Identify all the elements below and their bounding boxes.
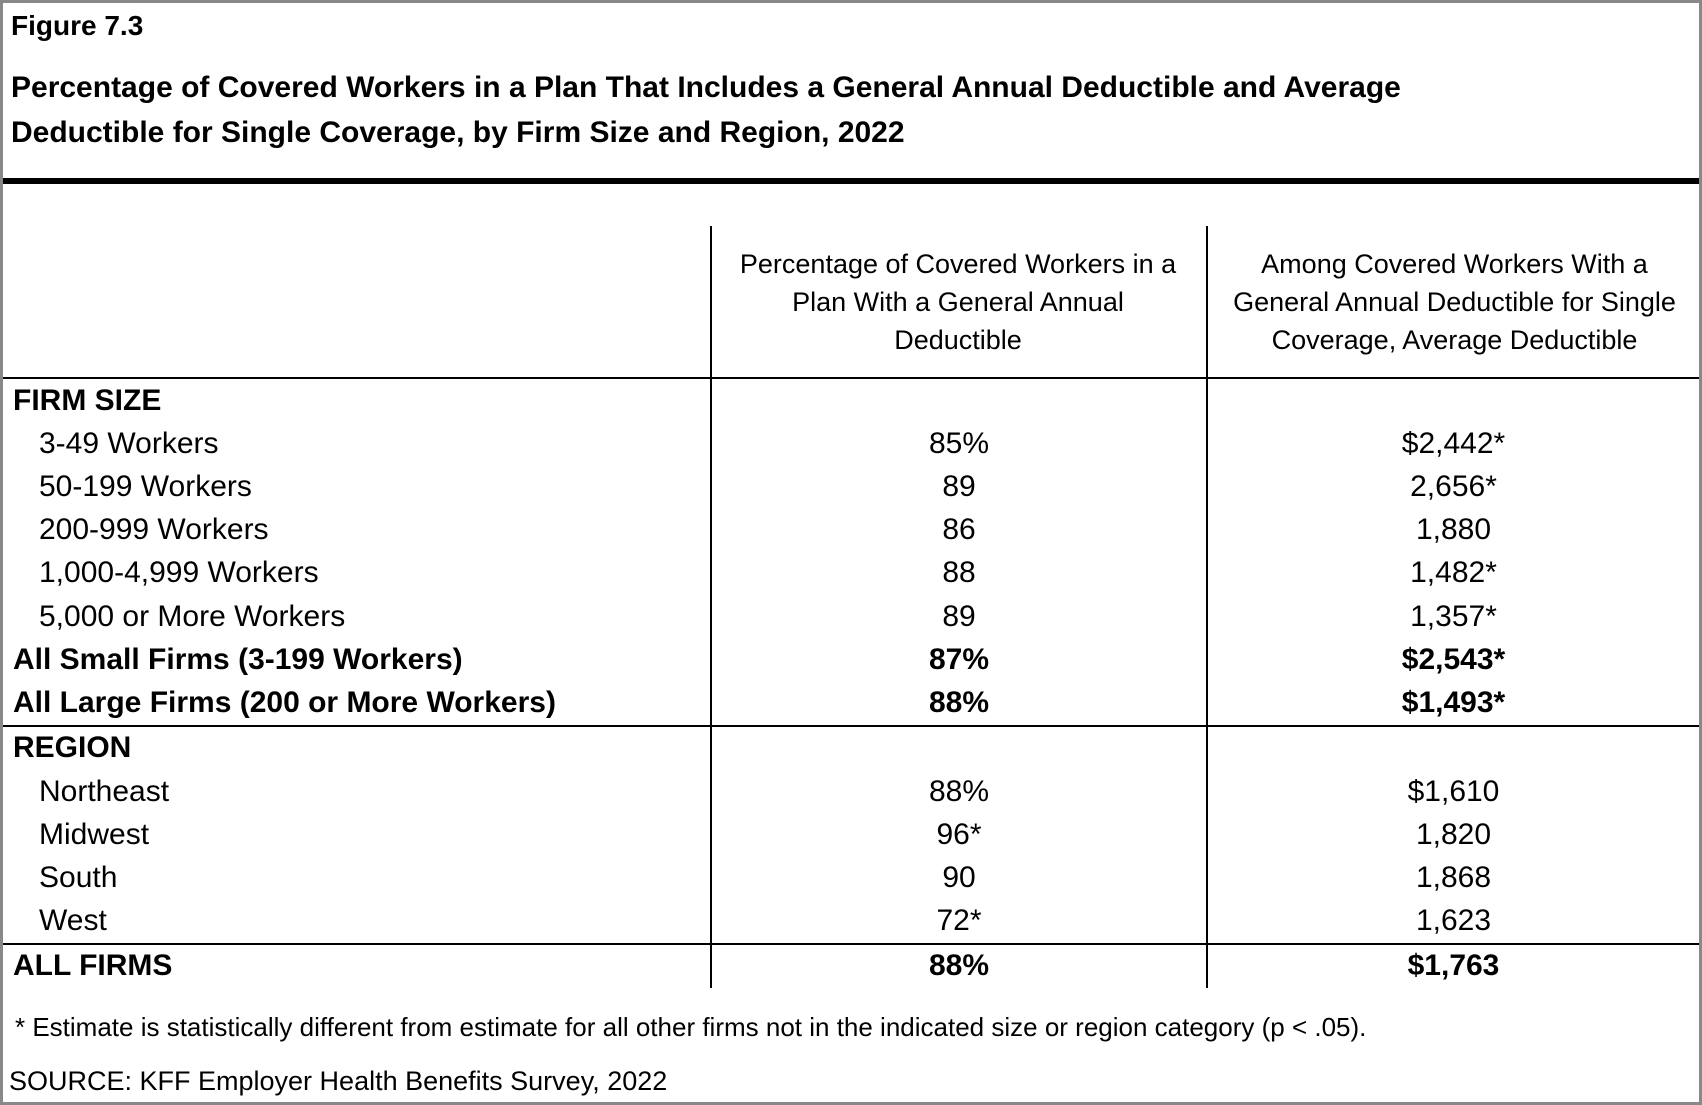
percent-value: 89 — [712, 595, 1208, 639]
table-row: West 72* 1,623 — [3, 899, 1699, 943]
deductible-value: 1,820 — [1415, 817, 1492, 851]
table-row: ALL FIRMS 88% $1,763 — [3, 942, 1699, 989]
table-row: 50-199 Workers 89 2,656* — [3, 465, 1699, 509]
table-row: 1,000-4,999 Workers 88 1,482* — [3, 551, 1699, 596]
footnote: * Estimate is statistically different fr… — [15, 1012, 1367, 1042]
header-column-divider-1 — [710, 226, 712, 377]
deductible-value: 1,623 — [1415, 904, 1492, 938]
deductible-value: 1,482* — [1410, 556, 1497, 590]
deductible-value: $2,543* — [1401, 642, 1506, 676]
percent-value — [712, 726, 1208, 770]
row-label: West — [3, 899, 712, 943]
percent-value: 90 — [712, 856, 1208, 900]
deductible-value: $2,442* — [1401, 426, 1506, 460]
deductible-value — [1208, 727, 1699, 770]
deductible-value: 1,868 — [1415, 861, 1492, 895]
percent-value: 88% — [712, 769, 1208, 814]
column-header-deductible-line-3: Coverage, Average Deductible — [1271, 325, 1638, 355]
row-label: South — [3, 856, 712, 900]
percent-value: 88% — [712, 681, 1208, 725]
table-row: Northeast 88% $1,610 — [3, 769, 1699, 814]
column-header-percent-line-2: Plan With a General Annual — [792, 287, 1124, 317]
column-header-percent-line-3: Deductible — [894, 325, 1022, 355]
percent-value: 88 — [712, 551, 1208, 596]
header-bottom-rule — [3, 377, 1699, 379]
percent-value: 87% — [712, 638, 1208, 682]
row-label: REGION — [3, 726, 712, 770]
header-column-divider-2 — [1206, 226, 1208, 377]
deductible-value: $1,493* — [1401, 686, 1506, 720]
column-header-percent-line-1: Percentage of Covered Workers in a — [739, 249, 1177, 279]
row-label: 200-999 Workers — [3, 508, 712, 552]
figure-title-line-2: Deductible for Single Coverage, by Firm … — [11, 116, 905, 149]
percent-value: 88% — [712, 944, 1208, 989]
table-row: Midwest 96* 1,820 — [3, 813, 1699, 857]
table-row: FIRM SIZE — [3, 379, 1699, 423]
table-body: FIRM SIZE 3-49 Workers 85% $2,442* 50-19… — [3, 379, 1699, 989]
column-header-deductible-line-1: Among Covered Workers With a — [1261, 249, 1648, 279]
table-row: 3-49 Workers 85% $2,442* — [3, 422, 1699, 466]
row-label: 5,000 or More Workers — [3, 595, 712, 639]
percent-value: 72* — [712, 899, 1208, 943]
table-row: All Large Firms (200 or More Workers) 88… — [3, 681, 1699, 725]
column-header-deductible-line-2: General Annual Deductible for Single — [1233, 287, 1676, 317]
row-label: 50-199 Workers — [3, 465, 712, 509]
figure-title: Percentage of Covered Workers in a Plan … — [11, 65, 1671, 155]
row-label: Northeast — [3, 769, 712, 814]
table-row: South 90 1,868 — [3, 856, 1699, 900]
row-label: All Small Firms (3-199 Workers) — [3, 638, 712, 682]
deductible-value: 1,880 — [1415, 513, 1492, 547]
row-label: 3-49 Workers — [3, 422, 712, 466]
percent-value: 86 — [712, 508, 1208, 552]
deductible-value: $1,610 — [1407, 774, 1500, 808]
row-label: Midwest — [3, 813, 712, 857]
row-label: 1,000-4,999 Workers — [3, 551, 712, 596]
percent-value — [712, 379, 1208, 423]
percent-value: 89 — [712, 465, 1208, 509]
row-label: All Large Firms (200 or More Workers) — [3, 681, 712, 725]
row-label: FIRM SIZE — [3, 379, 712, 423]
percent-value: 85% — [712, 422, 1208, 466]
table-row: REGION — [3, 724, 1699, 770]
percent-value: 96* — [712, 813, 1208, 857]
deductible-value: 2,656* — [1410, 470, 1497, 504]
figure-title-line-1: Percentage of Covered Workers in a Plan … — [11, 71, 1401, 104]
deductible-value: 1,357* — [1410, 599, 1497, 633]
deductible-value: $1,763 — [1407, 949, 1500, 983]
column-header-deductible: Among Covered Workers With a General Ann… — [1210, 245, 1699, 359]
title-divider-rule — [3, 178, 1699, 184]
deductible-value — [1208, 379, 1699, 422]
row-label: ALL FIRMS — [3, 944, 712, 989]
figure-number: Figure 7.3 — [11, 10, 144, 41]
table-row: 5,000 or More Workers 89 1,357* — [3, 595, 1699, 639]
table-row: All Small Firms (3-199 Workers) 87% $2,5… — [3, 638, 1699, 682]
source-line: SOURCE: KFF Employer Health Benefits Sur… — [9, 1066, 668, 1096]
column-header-percent: Percentage of Covered Workers in a Plan … — [710, 245, 1206, 359]
table-row: 200-999 Workers 86 1,880 — [3, 508, 1699, 552]
